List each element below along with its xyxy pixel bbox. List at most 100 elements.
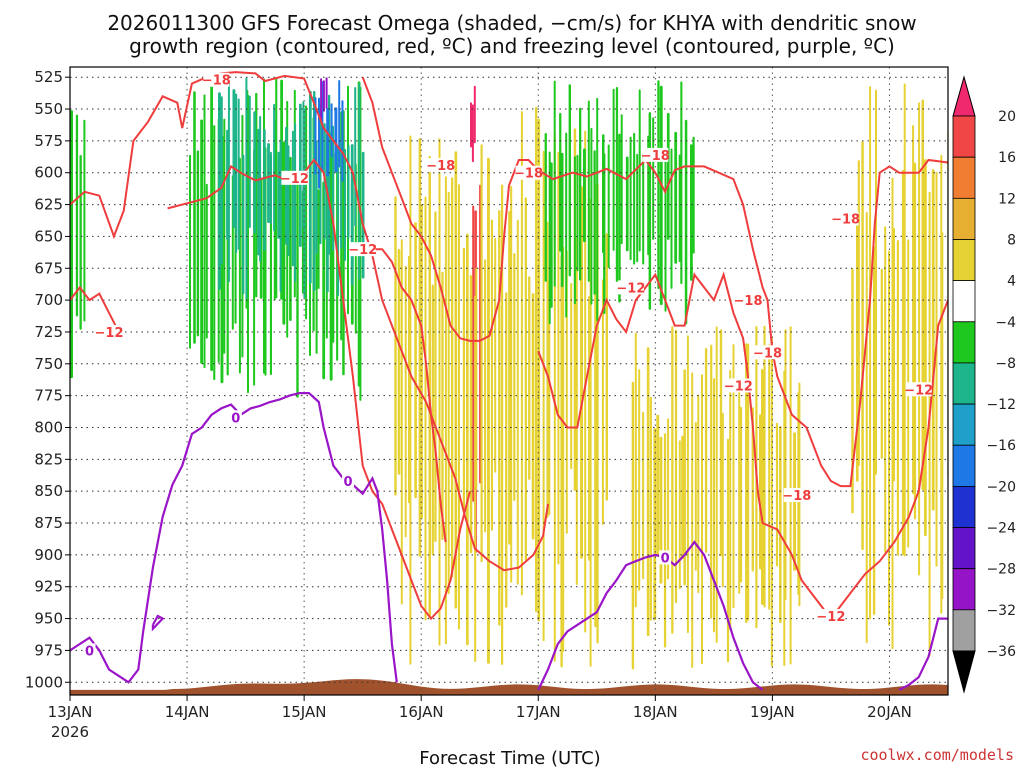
downward-motion-yellow	[678, 440, 681, 590]
upward-motion-teal	[227, 82, 230, 283]
colorbar-segment	[952, 444, 976, 487]
upward-motion-teal	[242, 154, 245, 295]
colorbar-segment	[952, 403, 976, 446]
dgz-label-bg	[349, 242, 376, 257]
colorbar-label: −16	[986, 438, 1016, 454]
colorbar-segment	[952, 321, 976, 364]
downward-motion-yellow	[484, 259, 487, 533]
upward-motion-green	[282, 141, 286, 325]
y-tick-label: 700	[34, 291, 63, 309]
downward-motion-yellow	[715, 326, 718, 643]
upward-motion-green	[642, 152, 645, 265]
downward-motion-yellow	[865, 212, 868, 644]
y-tick-label: 750	[34, 355, 63, 373]
downward-motion-yellow	[857, 160, 860, 466]
upward-motion-green	[625, 156, 629, 252]
y-tick-label: 550	[34, 100, 63, 118]
upward-motion-teal	[308, 90, 312, 284]
downward-motion-yellow	[775, 422, 779, 567]
downward-motion-red	[472, 205, 475, 502]
freezing-level-contour-0	[70, 392, 398, 684]
colorbar-label: 12	[998, 191, 1016, 207]
downward-motion-yellow	[921, 99, 924, 491]
colorbar-top-arrow	[952, 75, 976, 117]
downward-motion-yellow	[732, 344, 735, 609]
downward-motion-yellow	[759, 414, 762, 570]
downward-motion-yellow	[454, 151, 458, 609]
y-tick-label: 900	[34, 546, 63, 564]
downward-motion-yellow	[494, 238, 497, 473]
terrain-fill	[70, 679, 948, 695]
downward-motion-yellow	[441, 271, 444, 541]
y-tick-label: 875	[34, 514, 63, 532]
upward-motion-teal	[294, 123, 297, 283]
upward-motion-blue	[326, 108, 329, 177]
downward-motion-yellow	[451, 177, 454, 578]
colorbar-segment	[952, 485, 976, 528]
upward-motion-teal	[248, 95, 251, 228]
y-tick-label: 950	[34, 610, 63, 628]
chart-title-line-1: 2026011300 GFS Forecast Omega (shaded, −…	[107, 11, 916, 35]
colorbar-bottom-arrow	[952, 650, 976, 694]
upward-motion-green	[593, 150, 596, 295]
upward-motion-teal	[226, 129, 229, 240]
upward-motion-green	[620, 114, 623, 245]
downward-motion-yellow	[851, 268, 854, 514]
downward-motion-yellow	[872, 246, 876, 615]
y-tick-label: 600	[34, 164, 63, 182]
dgz-contour-minus-12	[167, 158, 471, 621]
downward-motion-yellow	[510, 185, 513, 583]
dgz-label-bg	[725, 378, 752, 393]
downward-motion-yellow	[589, 198, 592, 667]
colorbar-label: −36	[986, 644, 1016, 660]
upward-motion-green	[200, 119, 203, 364]
freezing-contour-label: 0	[661, 551, 670, 566]
upward-motion-green	[633, 132, 636, 265]
downward-motion-yellow	[719, 329, 723, 557]
downward-motion-yellow	[469, 275, 473, 554]
upward-motion-green	[550, 162, 553, 308]
y-tick-label: 825	[34, 450, 63, 468]
downward-motion-yellow	[414, 222, 417, 499]
freezing-contour-label: 0	[231, 411, 240, 426]
chart-title-line-2: growth region (contoured, red, ºC) and f…	[129, 34, 895, 58]
y-tick-label: 925	[34, 578, 63, 596]
downward-motion-yellow	[447, 191, 450, 595]
upward-motion-teal	[354, 87, 357, 227]
downward-motion-yellow	[751, 407, 754, 572]
upward-motion-green	[684, 119, 688, 325]
downward-motion-yellow	[649, 396, 652, 621]
colorbar-label: 8	[1007, 233, 1016, 249]
y-tick-label: 725	[34, 323, 63, 341]
upward-motion-teal	[287, 145, 290, 257]
y-tick-label: 675	[34, 259, 63, 277]
upward-motion-green	[652, 117, 655, 240]
downward-motion-yellow	[434, 211, 437, 542]
upward-motion-green	[678, 154, 681, 263]
y-tick-label: 575	[34, 132, 63, 150]
downward-motion-yellow	[561, 246, 565, 652]
upward-motion-teal	[259, 116, 262, 262]
downward-motion-yellow	[634, 332, 637, 608]
downward-motion-yellow	[480, 144, 483, 563]
downward-motion-yellow	[671, 326, 674, 634]
upward-motion-teal	[253, 111, 256, 234]
dgz-label-bg	[617, 280, 644, 295]
dgz-contour-label: −18	[734, 294, 763, 309]
downward-motion-yellow	[487, 157, 490, 664]
downward-motion-yellow	[721, 412, 724, 588]
upward-motion-blue	[318, 97, 320, 189]
freezing-level-contour-0	[537, 540, 764, 691]
upward-motion-teal	[245, 77, 248, 300]
downward-motion-yellow	[697, 394, 700, 594]
downward-motion-yellow	[745, 343, 748, 624]
upward-motion-green	[618, 133, 621, 303]
upward-motion-green	[296, 178, 299, 398]
downward-motion-yellow	[686, 335, 689, 634]
credit-text[interactable]: coolwx.com/models	[860, 746, 1014, 764]
colorbar-segment	[952, 156, 976, 199]
upward-motion-green	[603, 153, 606, 315]
downward-motion-yellow	[701, 374, 703, 665]
upward-motion-teal	[291, 130, 294, 267]
